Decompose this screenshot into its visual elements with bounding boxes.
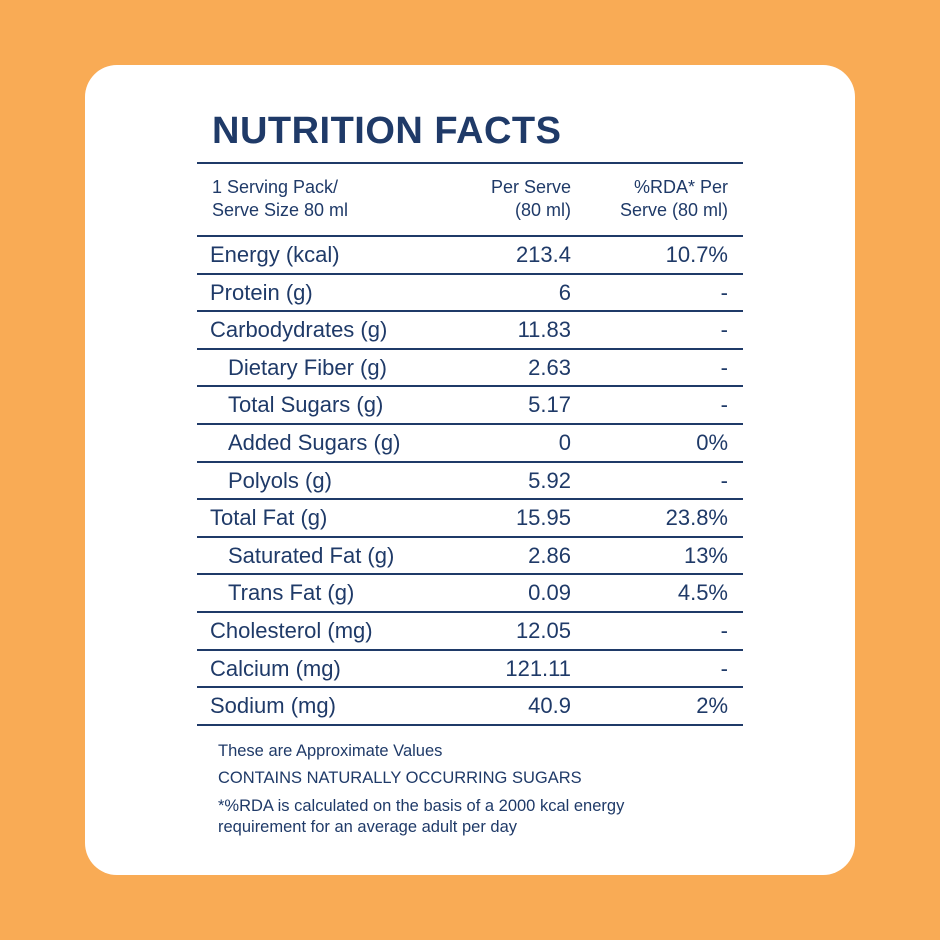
card [85, 65, 855, 875]
row-value: 213.4 [515, 242, 571, 267]
rule [197, 686, 743, 689]
title: NUTRITION FACTS [212, 110, 562, 152]
row-value: 5.17 [528, 392, 571, 418]
row-label: Total Fat (g) [210, 505, 328, 531]
row-value: 23.8% [665, 505, 728, 531]
row-value: 11.83 [517, 317, 571, 343]
header-cell: Serve (80 ml) [619, 200, 728, 220]
header-cell: (80 ml) [514, 200, 571, 220]
row-label: Polyols (g) [228, 467, 332, 493]
row-label: Saturated Fat (g) [228, 542, 395, 568]
rule [197, 498, 743, 501]
rule [197, 648, 743, 651]
row-value: 6 [558, 279, 571, 305]
row-value: 12.05 [515, 618, 571, 643]
rule [197, 235, 743, 237]
header-cell: Serve Size 80 ml [212, 200, 349, 220]
row-label: Calcium (mg) [210, 655, 341, 681]
row-label: Trans Fat (g) [228, 580, 355, 606]
row-value: 0 [558, 430, 571, 455]
rule [197, 460, 743, 463]
row-value: 2% [696, 693, 728, 719]
rule [197, 162, 743, 164]
row-value: - [720, 317, 728, 343]
header-cell: Per Serve [490, 177, 571, 197]
header-cell: %RDA* Per [633, 177, 728, 197]
row-label: Dietary Fiber (g) [228, 354, 387, 380]
rule [197, 535, 743, 538]
row-value: 121.11 [505, 655, 571, 681]
row-value: 13% [683, 542, 728, 568]
rule [197, 573, 743, 576]
row-label: Protein (g) [210, 279, 313, 305]
row-label: Sodium (mg) [210, 693, 336, 719]
row-value: - [720, 618, 728, 643]
row-value: - [720, 354, 728, 380]
row-value: - [720, 467, 728, 493]
row-value: 4.5% [677, 580, 728, 606]
row-label: Cholesterol (mg) [210, 618, 373, 643]
rule [197, 611, 743, 613]
row-value: 2.63 [528, 354, 571, 380]
footnote: CONTAINS NATURALLY OCCURRING SUGARS [218, 769, 582, 787]
rule [197, 347, 743, 350]
row-value: 40.9 [528, 693, 571, 719]
row-value: - [720, 655, 728, 681]
footnote: These are Approximate Values [218, 742, 443, 760]
row-value: 10.7% [665, 242, 728, 267]
row-label: Total Sugars (g) [228, 392, 384, 418]
row-label: Energy (kcal) [210, 242, 340, 267]
row-value: 0% [696, 430, 728, 455]
row-value: 15.95 [515, 505, 571, 531]
rule [197, 423, 743, 425]
row-value: 2.86 [528, 542, 571, 568]
row-value: 0.09 [528, 580, 571, 606]
rule [197, 723, 743, 726]
row-value: 5.92 [528, 467, 571, 493]
row-label: Carbodydrates (g) [210, 317, 388, 343]
row-value: - [720, 279, 728, 305]
rule [197, 310, 743, 313]
header-cell: 1 Serving Pack/ [212, 177, 339, 197]
rule [197, 272, 743, 275]
rule [197, 385, 743, 388]
footnote: requirement for an average adult per day [218, 818, 518, 836]
footnote: *%RDA is calculated on the basis of a 20… [218, 797, 625, 815]
row-label: Added Sugars (g) [228, 430, 401, 455]
row-value: - [720, 392, 728, 418]
